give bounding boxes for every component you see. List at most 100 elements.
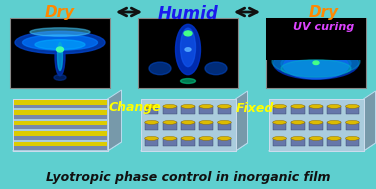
Text: UV curing: UV curing — [293, 22, 355, 32]
Bar — [163, 122, 177, 130]
Bar — [309, 138, 323, 146]
Bar — [14, 131, 106, 136]
Ellipse shape — [55, 37, 65, 76]
Ellipse shape — [273, 136, 287, 140]
Text: Lyotropic phase control in inorganic film: Lyotropic phase control in inorganic fil… — [46, 171, 330, 184]
Ellipse shape — [54, 75, 66, 80]
Ellipse shape — [218, 104, 231, 108]
Bar — [199, 106, 213, 114]
Bar — [327, 122, 341, 130]
Bar — [10, 18, 110, 88]
Ellipse shape — [273, 48, 358, 79]
Polygon shape — [364, 91, 376, 151]
Bar — [141, 99, 235, 151]
Bar — [291, 106, 305, 114]
Polygon shape — [108, 90, 121, 151]
Bar — [138, 18, 238, 88]
Bar — [291, 122, 305, 130]
Ellipse shape — [184, 31, 192, 36]
Bar — [273, 138, 287, 146]
Ellipse shape — [284, 52, 349, 79]
Bar — [145, 122, 158, 130]
Ellipse shape — [291, 120, 305, 124]
Ellipse shape — [346, 104, 359, 108]
Ellipse shape — [149, 62, 171, 75]
Bar — [14, 105, 106, 108]
Polygon shape — [268, 99, 364, 151]
Ellipse shape — [145, 104, 158, 108]
Ellipse shape — [309, 120, 323, 124]
Ellipse shape — [309, 136, 323, 140]
Ellipse shape — [145, 120, 158, 124]
Bar — [199, 138, 213, 146]
Bar — [218, 106, 231, 114]
Ellipse shape — [313, 61, 319, 65]
Ellipse shape — [180, 28, 196, 67]
Bar — [14, 142, 106, 146]
Ellipse shape — [273, 104, 287, 108]
Ellipse shape — [291, 104, 305, 108]
Ellipse shape — [181, 136, 195, 140]
Polygon shape — [268, 143, 376, 151]
Text: Dry: Dry — [45, 5, 75, 20]
Bar — [273, 122, 287, 130]
Bar — [346, 138, 359, 146]
Ellipse shape — [205, 62, 227, 75]
Bar — [14, 121, 106, 125]
Ellipse shape — [145, 136, 158, 140]
Ellipse shape — [181, 104, 195, 108]
Bar — [14, 146, 106, 150]
Bar — [14, 115, 106, 119]
Bar — [181, 122, 195, 130]
Ellipse shape — [181, 120, 195, 124]
Bar — [273, 106, 287, 114]
Ellipse shape — [199, 104, 213, 108]
Ellipse shape — [163, 120, 177, 124]
Bar — [14, 110, 106, 115]
Text: Fixed: Fixed — [236, 101, 274, 115]
Bar — [268, 99, 364, 151]
Bar — [218, 138, 231, 146]
Bar — [266, 18, 366, 88]
Bar — [291, 138, 305, 146]
Ellipse shape — [327, 120, 341, 124]
Bar — [218, 122, 231, 130]
Ellipse shape — [218, 120, 231, 124]
Bar — [181, 138, 195, 146]
Bar — [14, 125, 106, 129]
Ellipse shape — [163, 136, 177, 140]
Bar — [163, 138, 177, 146]
Bar — [327, 138, 341, 146]
Bar — [266, 18, 366, 59]
Ellipse shape — [346, 136, 359, 140]
Ellipse shape — [180, 79, 196, 84]
Bar — [163, 106, 177, 114]
Polygon shape — [12, 142, 121, 151]
Ellipse shape — [327, 104, 341, 108]
Text: Change: Change — [109, 101, 161, 115]
Text: Dry: Dry — [309, 5, 339, 20]
Text: Humid: Humid — [158, 5, 218, 23]
Ellipse shape — [309, 104, 323, 108]
Ellipse shape — [163, 104, 177, 108]
Polygon shape — [141, 99, 235, 151]
Bar — [14, 100, 106, 105]
Bar — [266, 18, 366, 60]
Ellipse shape — [176, 24, 200, 75]
Bar — [346, 122, 359, 130]
Bar — [145, 106, 158, 114]
Ellipse shape — [185, 48, 191, 51]
Bar — [309, 122, 323, 130]
Ellipse shape — [281, 52, 351, 75]
Ellipse shape — [199, 120, 213, 124]
Bar — [14, 136, 106, 139]
Ellipse shape — [218, 136, 231, 140]
Bar — [266, 18, 366, 54]
Bar — [309, 106, 323, 114]
Polygon shape — [12, 99, 108, 151]
Ellipse shape — [56, 47, 64, 52]
Ellipse shape — [327, 136, 341, 140]
Ellipse shape — [199, 136, 213, 140]
Ellipse shape — [291, 136, 305, 140]
Bar — [12, 99, 108, 151]
